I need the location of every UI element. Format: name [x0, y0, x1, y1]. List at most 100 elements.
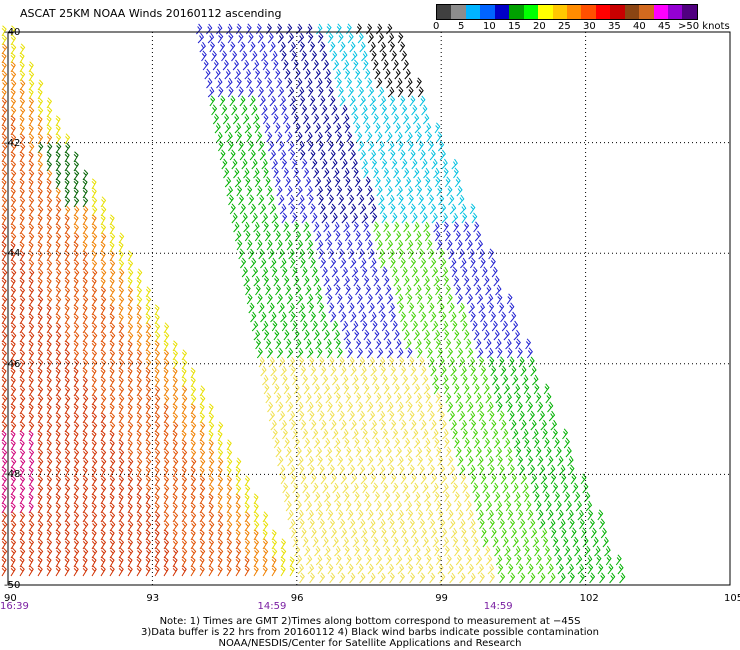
wind-barb [64, 376, 70, 388]
wind-barb [1, 286, 8, 298]
wind-barb [145, 349, 152, 361]
wind-barb [455, 338, 462, 350]
wind-barb [181, 475, 188, 487]
wind-barb [496, 293, 503, 305]
wind-barb [280, 538, 287, 550]
wind-barb [109, 268, 116, 280]
wind-barb [452, 482, 459, 494]
wind-barb [271, 212, 279, 224]
wind-barb [199, 439, 205, 451]
wind-barb [379, 572, 386, 584]
wind-barb [82, 475, 89, 487]
wind-barb [64, 187, 70, 199]
wind-barb [373, 221, 380, 233]
wind-barb [388, 464, 395, 476]
wind-barb [248, 302, 255, 314]
wind-barb [365, 392, 372, 404]
wind-barb [580, 527, 587, 539]
wind-barb [145, 430, 151, 442]
wind-barb [306, 239, 314, 251]
wind-barb [73, 241, 79, 253]
wind-barb [434, 230, 441, 242]
wind-barb [458, 464, 466, 476]
wind-barb [402, 113, 410, 125]
wind-barb [567, 509, 574, 521]
wind-barb [181, 349, 188, 361]
wind-barb [249, 203, 257, 215]
wind-barb [1, 187, 7, 199]
wind-barb [55, 394, 62, 406]
wind-barb [136, 412, 143, 424]
wind-barb [299, 203, 306, 215]
wind-barb [382, 374, 388, 386]
wind-barb [208, 403, 214, 415]
wind-barb [442, 428, 449, 440]
wind-barb [46, 241, 52, 253]
wind-barb [300, 419, 307, 431]
wind-barb [473, 221, 480, 233]
wind-barb [91, 205, 98, 217]
wind-barb [435, 392, 442, 404]
wind-barb [10, 25, 16, 37]
wind-barb [241, 158, 248, 170]
wind-barb [330, 419, 337, 431]
wind-barb [234, 176, 242, 188]
wind-barb [421, 212, 428, 224]
wind-barb [522, 482, 529, 494]
wind-barb [369, 149, 377, 161]
wind-barb [253, 221, 260, 233]
wind-barb [539, 572, 546, 584]
wind-barb [529, 518, 536, 530]
wind-barb [226, 77, 233, 89]
wind-barb [127, 277, 133, 289]
wind-barb [474, 545, 481, 557]
wind-barb [491, 320, 498, 332]
wind-barb [473, 275, 480, 287]
wind-barb [327, 563, 334, 575]
wind-barb [495, 392, 502, 404]
wind-barb [55, 520, 62, 532]
wind-barb [257, 32, 264, 44]
wind-barb [226, 475, 233, 487]
wind-barb [268, 140, 275, 152]
wind-barb [278, 410, 286, 422]
wind-barb [100, 250, 106, 262]
wind-barb [37, 556, 43, 568]
wind-barb [500, 311, 507, 323]
wind-barb [319, 41, 326, 53]
wind-barb [91, 250, 97, 262]
wind-barb [493, 437, 501, 449]
wind-barb [388, 302, 396, 314]
wind-barb [533, 383, 540, 395]
wind-barb [217, 448, 224, 460]
wind-barb [91, 187, 97, 199]
wind-barb [281, 266, 288, 278]
wind-barb [109, 466, 115, 478]
wind-barb [498, 464, 505, 476]
wind-barb [190, 457, 197, 469]
wind-barb [297, 509, 304, 521]
wind-barb [154, 376, 160, 388]
wind-barb [347, 563, 354, 575]
wind-barb [237, 32, 244, 44]
wind-barb [55, 340, 61, 352]
wind-barb [482, 374, 489, 386]
wind-barb [1, 214, 7, 226]
wind-barb [458, 194, 465, 206]
wind-barb [380, 311, 386, 323]
wind-barb [343, 329, 351, 341]
wind-barb [46, 457, 53, 469]
wind-barb [118, 340, 124, 352]
wind-barb [208, 502, 214, 514]
wind-barb [444, 230, 451, 242]
wind-barb [109, 214, 115, 226]
wind-barb [540, 473, 548, 485]
wind-barb [471, 212, 478, 224]
wind-barb [262, 556, 268, 568]
wind-barb [136, 430, 142, 442]
wind-barb [377, 563, 384, 575]
wind-barb [457, 401, 464, 413]
wind-barb [497, 509, 504, 521]
wind-barb [28, 475, 35, 487]
wind-barb [259, 41, 266, 53]
